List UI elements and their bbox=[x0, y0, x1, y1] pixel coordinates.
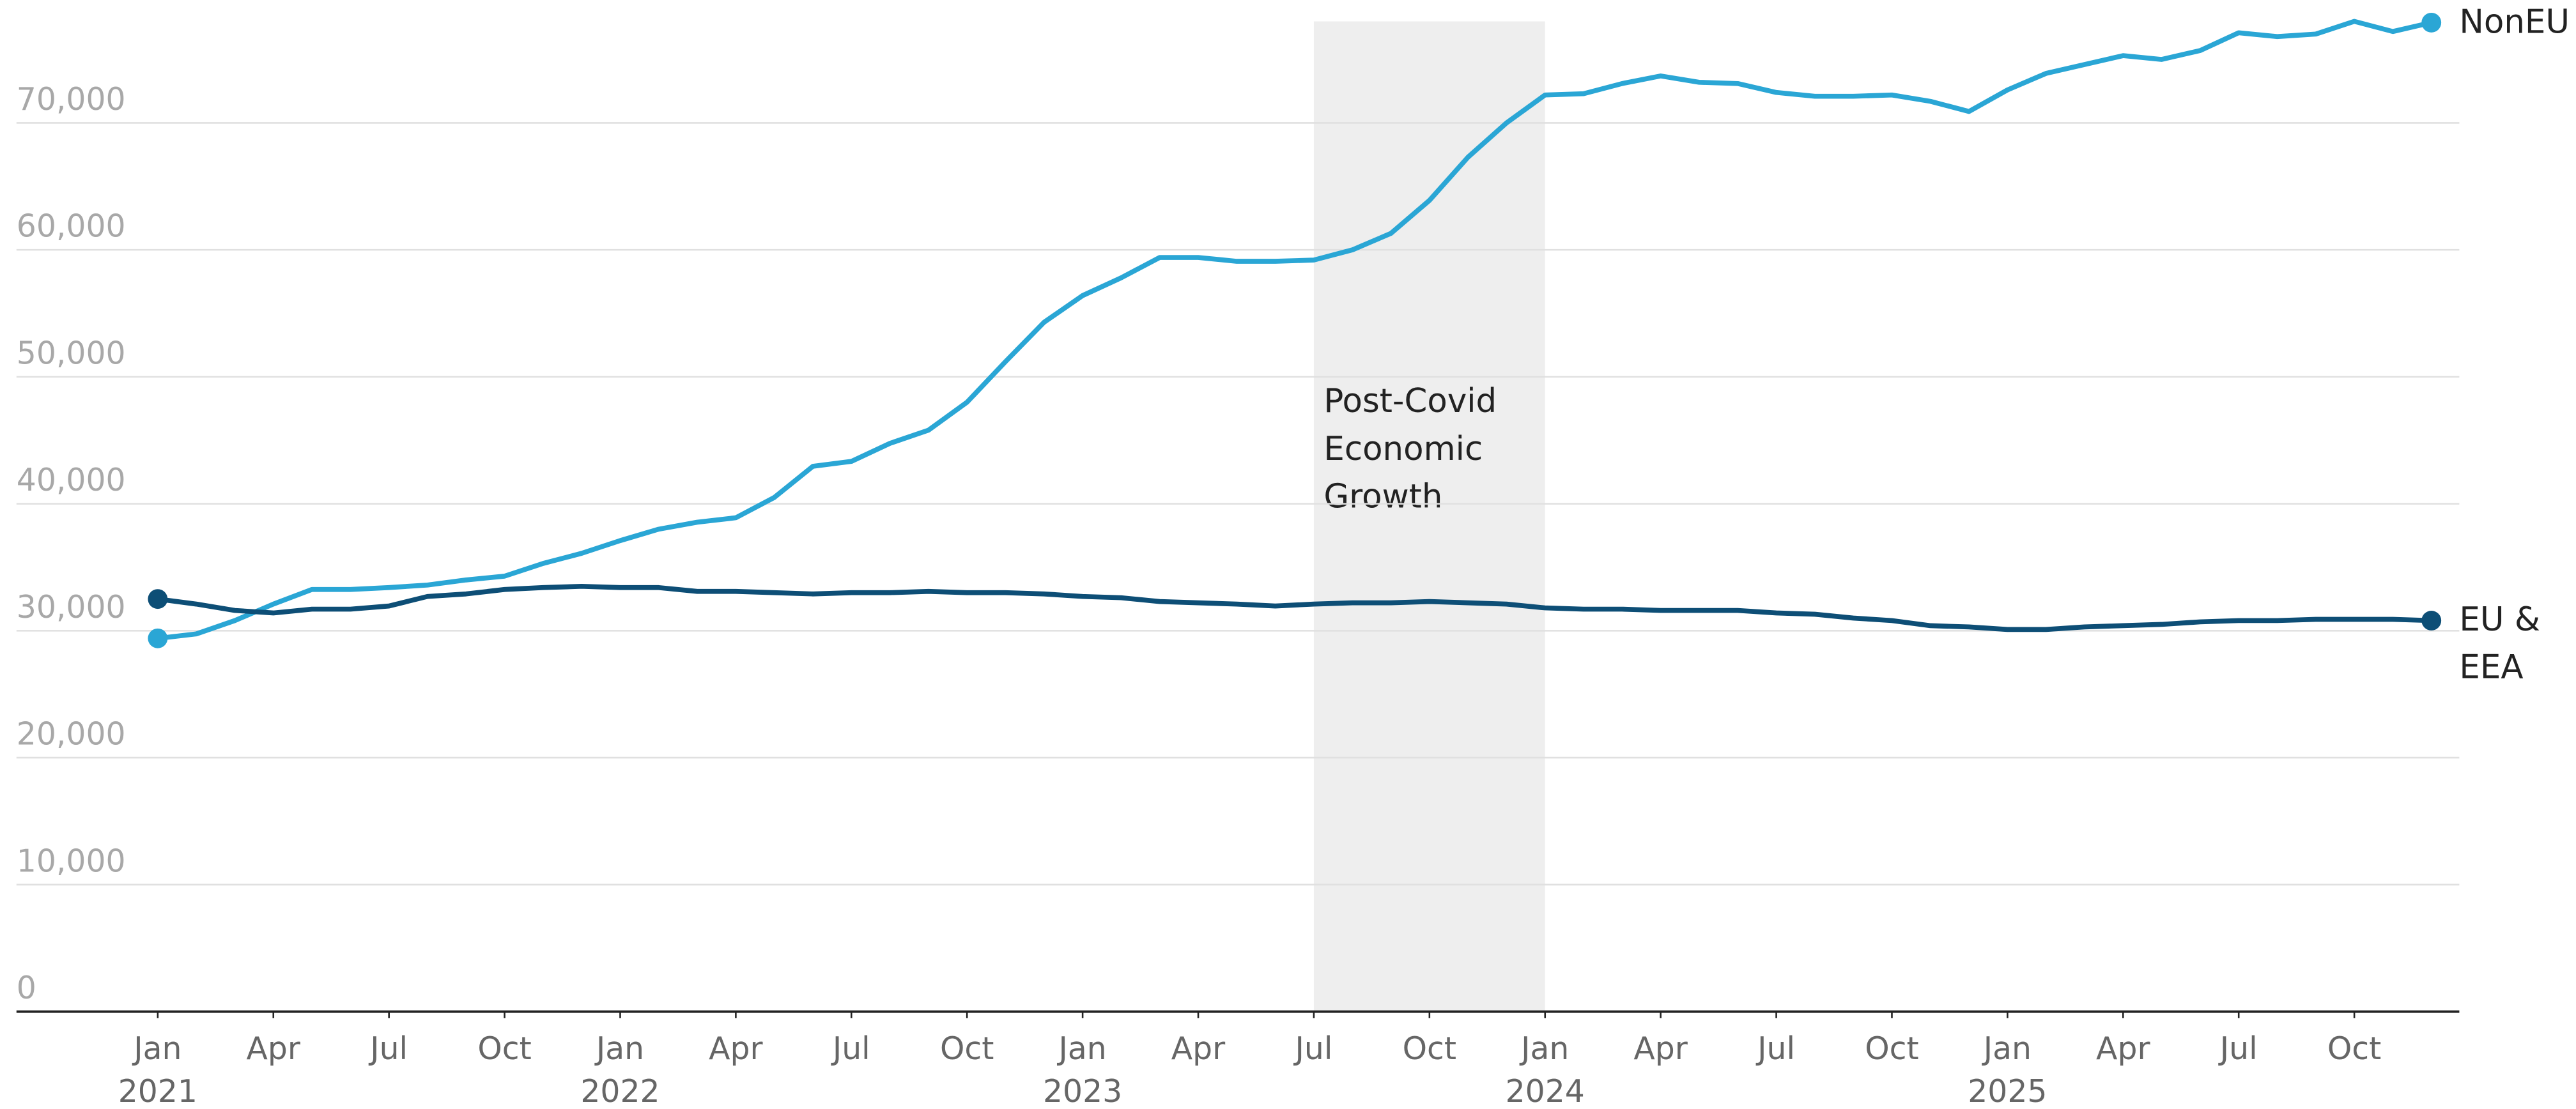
x-tick-label: Apr bbox=[247, 1030, 301, 1067]
x-tick-year: 2025 bbox=[1968, 1073, 2047, 1109]
y-tick-label: 60,000 bbox=[17, 208, 126, 245]
x-tick-label: Apr bbox=[2096, 1030, 2150, 1067]
x-tick-label: Apr bbox=[1171, 1030, 1226, 1067]
y-tick-label: 50,000 bbox=[17, 335, 126, 371]
x-tick-label: Oct bbox=[1403, 1030, 1456, 1067]
x-tick-label: Jul bbox=[831, 1030, 870, 1067]
x-tick-year: 2024 bbox=[1506, 1073, 1585, 1109]
y-tick-label: 20,000 bbox=[17, 716, 126, 753]
y-tick-label: 40,000 bbox=[17, 462, 126, 498]
x-tick-label: Jan bbox=[594, 1030, 644, 1067]
highlight-label: Post-Covid Economic Growth bbox=[1323, 381, 1497, 516]
x-tick-label: Jul bbox=[1293, 1030, 1332, 1067]
x-tick-label: Oct bbox=[1865, 1030, 1918, 1067]
x-tick-year: 2023 bbox=[1043, 1073, 1122, 1109]
x-tick-label: Jan bbox=[1056, 1030, 1106, 1067]
x-tick-label: Jul bbox=[368, 1030, 408, 1067]
x-tick-label: Apr bbox=[1633, 1030, 1688, 1067]
y-tick-label: 10,000 bbox=[17, 843, 126, 879]
end-dot bbox=[148, 589, 168, 609]
x-tick-year: 2022 bbox=[580, 1073, 659, 1109]
x-tick-label: Jan bbox=[1519, 1030, 1569, 1067]
series-line bbox=[157, 583, 2432, 632]
x-tick-label: Jul bbox=[2218, 1030, 2258, 1067]
x-tick-label: Oct bbox=[2327, 1030, 2381, 1067]
x-tick-label: Jul bbox=[1755, 1030, 1795, 1067]
y-tick-label: 0 bbox=[17, 970, 36, 1006]
series-label: NonEU bbox=[2459, 1, 2570, 41]
series-label-box: NonEU bbox=[2459, 1, 2570, 41]
series-label-box: EU & EEA bbox=[2459, 599, 2540, 687]
y-tick-label: 30,000 bbox=[17, 589, 126, 625]
series-label: EU & EEA bbox=[2459, 599, 2540, 687]
x-tick-label: Jan bbox=[132, 1030, 181, 1067]
end-dot bbox=[2421, 12, 2442, 33]
x-tick-label: Oct bbox=[940, 1030, 994, 1067]
series-line bbox=[157, 19, 2432, 641]
x-tick-year: 2021 bbox=[118, 1073, 197, 1109]
x-tick-label: Jan bbox=[1982, 1030, 2032, 1067]
x-tick-label: Oct bbox=[477, 1030, 531, 1067]
highlight-label-box: Post-Covid Economic Growth bbox=[1323, 381, 1497, 516]
end-dot bbox=[148, 628, 168, 648]
highlight-band bbox=[1313, 21, 1545, 1012]
x-tick-label: Apr bbox=[709, 1030, 763, 1067]
end-dot bbox=[2421, 611, 2442, 631]
y-tick-label: 70,000 bbox=[17, 81, 126, 118]
